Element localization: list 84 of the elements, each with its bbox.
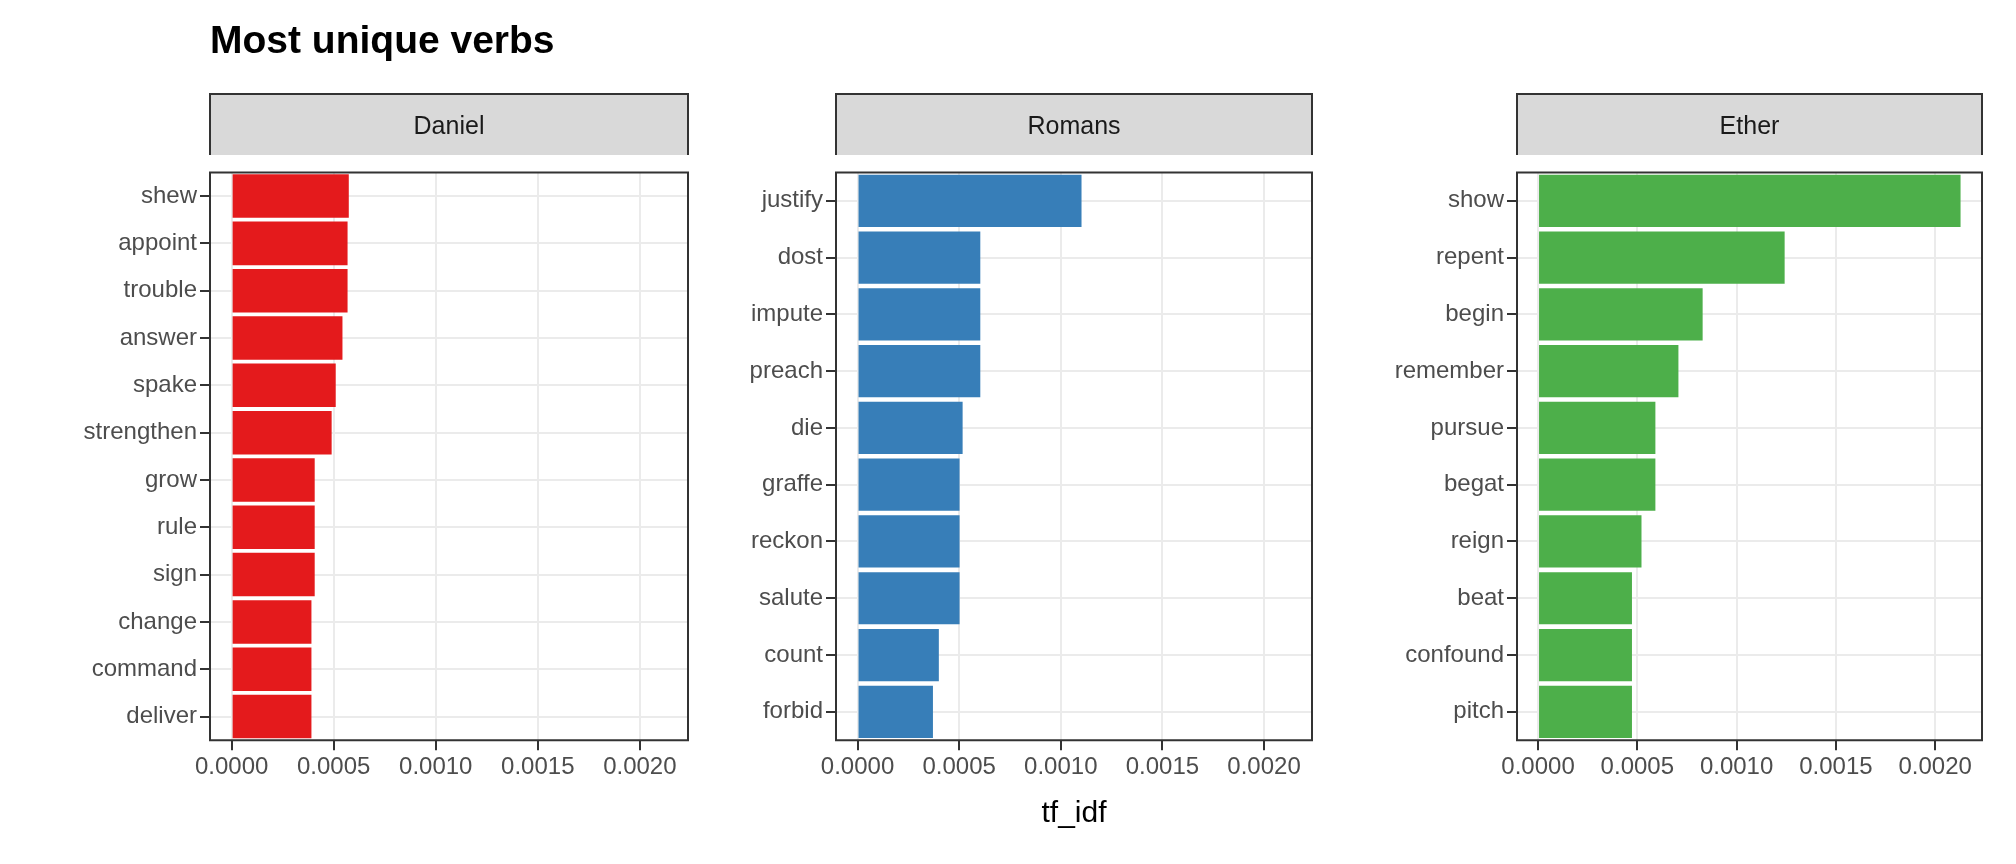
- x-tick-label: 0.0010: [1699, 752, 1774, 780]
- y-tick-label: reckon: [750, 526, 823, 554]
- y-tick-label: confound: [1405, 639, 1504, 667]
- bar: [858, 572, 960, 625]
- bar: [858, 231, 981, 284]
- x-tick-label: 0.0005: [296, 752, 371, 780]
- y-tick-label: die: [790, 412, 823, 440]
- bar: [1539, 231, 1785, 284]
- bar: [1539, 288, 1703, 341]
- bar: [232, 458, 315, 502]
- y-tick-label: answer: [119, 322, 197, 350]
- y-tick-label: justify: [760, 185, 823, 213]
- bar: [858, 515, 960, 568]
- chart-subtitle: Ether: [1516, 93, 1983, 155]
- x-tick-label: 0.0020: [1898, 752, 1972, 780]
- y-tick-label: count: [764, 639, 824, 667]
- y-tick-label: begat: [1443, 469, 1505, 497]
- x-tick-label: 0.0015: [501, 752, 575, 780]
- x-tick-label: 0.0000: [1501, 752, 1575, 780]
- y-tick-label: impute: [750, 298, 823, 326]
- x-tick-label: 0.0020: [1227, 752, 1301, 780]
- y-tick-label: trouble: [123, 275, 197, 303]
- bar: [1539, 628, 1632, 682]
- y-tick-label: show: [1447, 185, 1505, 213]
- y-tick-label: graffe: [762, 469, 823, 497]
- y-tick-label: change: [118, 606, 197, 634]
- bar: [858, 628, 939, 682]
- y-tick-label: repent: [1435, 242, 1505, 270]
- bar: [1539, 685, 1632, 738]
- bar: [232, 694, 312, 739]
- chart-subtitle: Romans: [835, 93, 1313, 155]
- y-tick-label: begin: [1445, 298, 1504, 326]
- bar: [232, 552, 315, 597]
- bar: [858, 401, 963, 455]
- y-tick-label: sign: [152, 559, 197, 587]
- x-tick-label: 0.0000: [194, 752, 269, 780]
- bar: [232, 221, 348, 266]
- y-tick-label: salute: [758, 582, 823, 610]
- bar: [1539, 458, 1656, 511]
- bar: [858, 174, 1082, 227]
- y-tick-label: forbid: [762, 696, 823, 724]
- bar: [232, 600, 312, 644]
- bar: [232, 268, 348, 313]
- bar: [1539, 401, 1656, 455]
- bar: [232, 505, 315, 550]
- y-tick-label: command: [91, 653, 197, 681]
- x-tick-label: 0.0005: [1600, 752, 1675, 780]
- y-tick-label: pitch: [1453, 696, 1504, 724]
- y-tick-label: rule: [156, 511, 197, 539]
- bar: [1539, 174, 1961, 227]
- bar: [858, 345, 981, 398]
- bar: [232, 363, 336, 408]
- y-tick-label: shew: [140, 180, 198, 208]
- y-tick-label: dost: [777, 242, 824, 270]
- x-tick-label: 0.0020: [603, 752, 677, 780]
- x-tick-label: 0.0000: [820, 752, 895, 780]
- bar: [232, 174, 349, 218]
- y-tick-label: spake: [132, 369, 197, 397]
- x-tick-label: 0.0010: [1024, 752, 1098, 780]
- y-tick-label: beat: [1457, 582, 1505, 610]
- y-tick-label: remember: [1394, 355, 1505, 383]
- y-tick-label: strengthen: [83, 417, 197, 445]
- x-tick-label: 0.0005: [922, 752, 996, 780]
- bar: [1539, 572, 1632, 625]
- y-tick-label: preach: [749, 355, 823, 383]
- chart-title: Most unique verbs: [210, 18, 555, 62]
- x-axis-title: tf_idf: [1041, 795, 1107, 829]
- bar: [232, 316, 343, 360]
- x-tick-label: 0.0010: [399, 752, 473, 780]
- y-tick-label: reign: [1450, 526, 1504, 554]
- bar: [1539, 345, 1679, 398]
- chart-subtitle: Daniel: [209, 93, 689, 155]
- bar: [858, 685, 933, 738]
- bar: [232, 647, 312, 691]
- y-tick-label: deliver: [126, 701, 197, 729]
- bar: [232, 410, 332, 455]
- bar: [1539, 515, 1642, 568]
- y-tick-label: grow: [144, 464, 198, 492]
- y-tick-label: pursue: [1430, 412, 1504, 440]
- bar: [858, 458, 960, 511]
- y-tick-label: appoint: [118, 228, 198, 255]
- bar: [858, 288, 981, 341]
- x-tick-label: 0.0015: [1799, 752, 1873, 780]
- x-tick-label: 0.0015: [1125, 752, 1200, 780]
